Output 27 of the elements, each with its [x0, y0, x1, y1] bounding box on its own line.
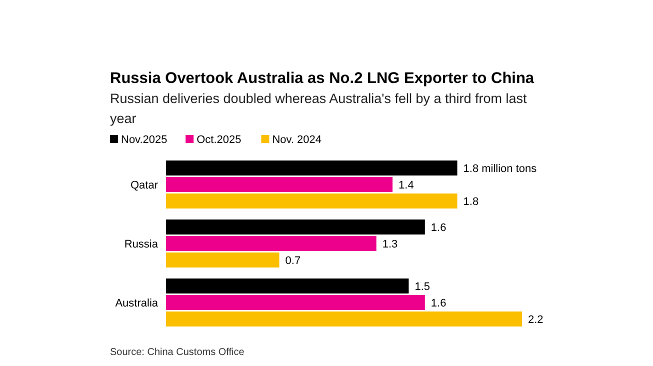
data-label: 2.2 [528, 314, 544, 326]
data-label: 1.8 [463, 196, 479, 208]
legend-label: Nov. 2024 [272, 134, 322, 146]
bar [166, 236, 376, 251]
bar [166, 312, 522, 326]
bar [166, 220, 425, 234]
data-label: 1.8 million tons [463, 163, 538, 175]
data-label: 1.6 [430, 222, 446, 234]
data-label: 1.4 [398, 180, 414, 192]
bar [166, 252, 280, 268]
data-label: 1.5 [414, 281, 430, 293]
y-tick-label: Qatar [130, 180, 158, 192]
legend-label: Oct.2025 [196, 134, 242, 146]
y-tick-label: Russia [124, 238, 159, 250]
bar [166, 278, 409, 294]
bar [166, 177, 393, 192]
source-note: Source: China Customs Office [110, 347, 245, 358]
bar [166, 160, 458, 176]
chart-subtitle: Russian deliveries doubled whereas Australia's fell by a third from last year [110, 91, 528, 126]
legend-label: Nov.2025 [121, 134, 168, 146]
data-label: 0.7 [285, 255, 301, 267]
data-label: 1.3 [382, 238, 398, 250]
chart-title: Russia Overtook Australia as No.2 LNG Exporter to China [110, 70, 534, 87]
y-tick-label: Australia [115, 298, 159, 310]
bar [166, 194, 458, 208]
bar [166, 295, 425, 310]
data-label: 1.6 [430, 298, 446, 310]
